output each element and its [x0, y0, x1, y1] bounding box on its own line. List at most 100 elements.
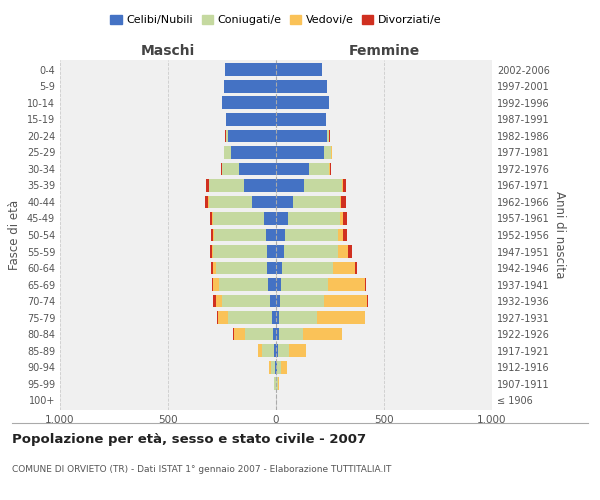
Bar	[229, 130, 276, 142]
Bar	[328, 278, 365, 291]
Bar	[257, 344, 262, 357]
Bar	[276, 162, 310, 175]
Bar	[214, 294, 215, 308]
Bar	[355, 262, 357, 274]
Bar	[276, 196, 293, 208]
Bar	[269, 360, 271, 374]
Bar	[288, 212, 340, 225]
Bar	[341, 196, 346, 208]
Y-axis label: Anni di nascita: Anni di nascita	[553, 192, 566, 278]
Bar	[275, 360, 276, 374]
Bar	[215, 294, 222, 308]
Bar	[268, 278, 276, 291]
Bar	[214, 262, 215, 274]
Bar	[276, 96, 329, 110]
Bar	[212, 245, 214, 258]
Bar	[276, 262, 283, 274]
Bar	[268, 245, 276, 258]
Bar	[276, 113, 326, 126]
Bar	[340, 196, 341, 208]
Bar	[266, 228, 276, 241]
Bar	[276, 228, 284, 241]
Bar	[218, 311, 229, 324]
Bar	[343, 179, 346, 192]
Bar	[276, 64, 322, 76]
Bar	[215, 262, 268, 274]
Bar	[323, 294, 367, 308]
Bar	[276, 344, 278, 357]
Bar	[264, 212, 276, 225]
Bar	[276, 328, 279, 340]
Bar	[214, 278, 219, 291]
Bar	[329, 162, 331, 175]
Bar	[304, 179, 342, 192]
Bar	[230, 146, 276, 159]
Text: Maschi: Maschi	[141, 44, 195, 59]
Bar	[284, 245, 338, 258]
Bar	[276, 212, 288, 225]
Bar	[276, 360, 277, 374]
Bar	[221, 162, 222, 175]
Bar	[217, 311, 218, 324]
Bar	[214, 245, 268, 258]
Bar	[284, 228, 338, 241]
Bar	[310, 162, 329, 175]
Bar	[276, 245, 284, 258]
Bar	[276, 311, 279, 324]
Bar	[274, 344, 276, 357]
Bar	[268, 262, 276, 274]
Bar	[342, 179, 343, 192]
Bar	[209, 212, 212, 225]
Bar	[343, 212, 347, 225]
Bar	[281, 278, 328, 291]
Bar	[338, 245, 349, 258]
Bar	[269, 294, 276, 308]
Bar	[274, 377, 275, 390]
Bar	[271, 360, 275, 374]
Bar	[212, 278, 214, 291]
Legend: Celibi/Nubili, Coniugati/e, Vedovi/e, Divorziati/e: Celibi/Nubili, Coniugati/e, Vedovi/e, Di…	[106, 10, 446, 30]
Bar	[212, 212, 214, 225]
Bar	[327, 130, 329, 142]
Bar	[323, 146, 331, 159]
Bar	[279, 311, 317, 324]
Bar	[211, 262, 214, 274]
Bar	[229, 311, 272, 324]
Bar	[278, 344, 289, 357]
Bar	[222, 294, 269, 308]
Bar	[340, 212, 343, 225]
Bar	[349, 245, 352, 258]
Bar	[208, 196, 209, 208]
Bar	[206, 179, 209, 192]
Bar	[209, 179, 244, 192]
Bar	[239, 162, 276, 175]
Bar	[214, 228, 266, 241]
Bar	[262, 344, 274, 357]
Bar	[293, 196, 340, 208]
Bar	[277, 377, 278, 390]
Bar	[317, 311, 365, 324]
Bar	[283, 262, 333, 274]
Text: Femmine: Femmine	[349, 44, 419, 59]
Bar	[222, 162, 239, 175]
Bar	[289, 344, 306, 357]
Bar	[276, 80, 327, 93]
Bar	[225, 64, 276, 76]
Bar	[279, 328, 303, 340]
Bar	[343, 228, 347, 241]
Text: COMUNE DI ORVIETO (TR) - Dati ISTAT 1° gennaio 2007 - Elaborazione TUTTITALIA.IT: COMUNE DI ORVIETO (TR) - Dati ISTAT 1° g…	[12, 466, 391, 474]
Bar	[276, 294, 280, 308]
Bar	[245, 328, 273, 340]
Bar	[303, 328, 342, 340]
Bar	[205, 196, 208, 208]
Bar	[367, 294, 368, 308]
Bar	[276, 130, 327, 142]
Bar	[281, 360, 287, 374]
Bar	[280, 294, 323, 308]
Text: Popolazione per età, sesso e stato civile - 2007: Popolazione per età, sesso e stato civil…	[12, 432, 366, 446]
Bar	[244, 179, 276, 192]
Y-axis label: Fasce di età: Fasce di età	[8, 200, 21, 270]
Bar	[333, 262, 355, 274]
Bar	[214, 212, 264, 225]
Bar	[226, 130, 229, 142]
